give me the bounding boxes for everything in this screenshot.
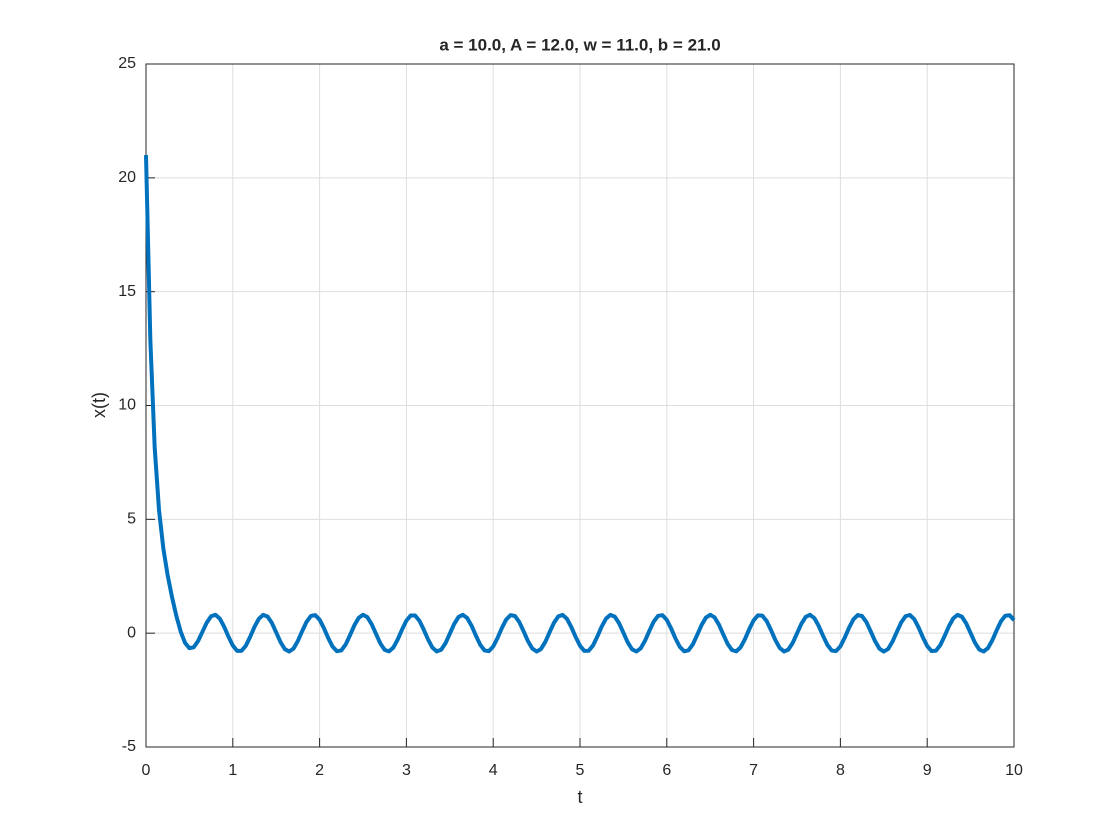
x-tick-label: 2 [315, 762, 324, 779]
x-tick-label: 9 [923, 762, 932, 779]
x-tick-label: 6 [662, 762, 671, 779]
data-line [144, 155, 1016, 654]
x-tick-label: 1 [228, 762, 237, 779]
x-tick-label: 5 [576, 762, 585, 779]
x-tick-label: 3 [402, 762, 411, 779]
y-tick-label: 20 [118, 169, 136, 186]
y-axis-label: x(t) [89, 392, 109, 418]
x-tick-label: 10 [1005, 762, 1023, 779]
x-tick-label: 0 [142, 762, 151, 779]
y-tick-label: -5 [122, 738, 136, 755]
x-tick-label: 8 [836, 762, 845, 779]
y-tick-label: 0 [127, 624, 136, 641]
y-tick-label: 5 [127, 511, 136, 528]
y-tick-label: 15 [118, 283, 136, 300]
x-tick-label: 4 [489, 762, 498, 779]
y-tick-label: 10 [118, 397, 136, 414]
chart-title: a = 10.0, A = 12.0, w = 11.0, b = 21.0 [439, 35, 720, 54]
x-axis-label: t [577, 787, 582, 807]
y-tick-label: 25 [118, 55, 136, 72]
x-tick-label: 7 [749, 762, 758, 779]
